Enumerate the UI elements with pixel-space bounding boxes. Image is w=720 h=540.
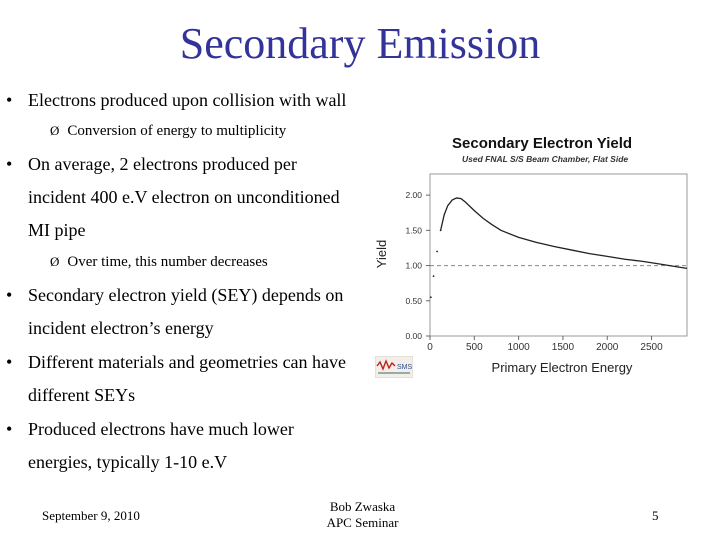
x-tick-label: 1000 xyxy=(507,342,530,353)
bullet-text: On average, 2 electrons produced per xyxy=(28,154,297,174)
bullet-dot: • xyxy=(6,154,13,174)
chart-plot-area xyxy=(429,173,688,337)
bullet-3: • Secondary electron yield (SEY) depends… xyxy=(6,279,406,345)
bullet-text: incident 400 e.V electron on uncondition… xyxy=(28,187,340,207)
bullet-text: Electrons produced upon collision with w… xyxy=(28,90,347,110)
sub-bullet-1: Ø Conversion of energy to multiplicity xyxy=(50,121,286,141)
sub-bullet-text: Conversion of energy to multiplicity xyxy=(67,123,287,139)
slide-title: Secondary Emission xyxy=(179,19,541,68)
footer-author-block: Bob Zwaska APC Seminar xyxy=(300,499,425,531)
bullet-dot: • xyxy=(6,90,13,110)
sms-logo-text: SMS xyxy=(397,364,413,371)
bullet-text: Produced electrons have much lower xyxy=(28,419,294,439)
y-tick-label: 0.50 xyxy=(405,296,422,306)
sub-bullet-2: Ø Over time, this number decreases xyxy=(50,252,268,272)
footer-page-number: 5 xyxy=(652,508,659,523)
bullet-2: • On average, 2 electrons produced per i… xyxy=(6,148,406,247)
data-point xyxy=(432,275,435,278)
y-tick-label: 1.00 xyxy=(405,261,422,271)
sms-logo: SMS xyxy=(374,355,414,379)
bullet-text: different SEYs xyxy=(28,385,136,405)
arrow-bullet-icon: Ø xyxy=(50,254,60,269)
x-tick-label: 1500 xyxy=(552,342,575,353)
bullet-text: Secondary electron yield (SEY) depends o… xyxy=(28,285,344,305)
data-point xyxy=(429,296,432,299)
y-tick-label: 0.00 xyxy=(405,331,422,341)
bullet-text: incident electron’s energy xyxy=(28,318,214,338)
bullet-1: • Electrons produced upon collision with… xyxy=(6,84,406,117)
bullet-dot: • xyxy=(6,285,13,305)
bullet-4: • Different materials and geometries can… xyxy=(6,346,406,412)
chart-x-axis-label: Primary Electron Energy xyxy=(492,360,633,375)
bullet-text: MI pipe xyxy=(28,220,86,240)
footer-date: September 9, 2010 xyxy=(42,508,140,523)
x-tick-label: 2500 xyxy=(640,342,663,353)
bullet-dot: • xyxy=(6,419,13,439)
y-tick-label: 2.00 xyxy=(405,190,422,200)
x-tick-label: 2000 xyxy=(596,342,619,353)
y-tick-label: 1.50 xyxy=(405,225,422,235)
x-tick-label: 500 xyxy=(466,342,483,353)
data-point xyxy=(436,250,438,253)
bullet-text: energies, typically 1-10 e.V xyxy=(28,452,228,472)
bullet-5: • Produced electrons have much lower ene… xyxy=(6,413,406,479)
bullet-text: Different materials and geometries can h… xyxy=(28,352,347,372)
sub-bullet-text: Over time, this number decreases xyxy=(67,254,268,270)
bullet-dot: • xyxy=(6,352,13,372)
footer-author: Bob Zwaska xyxy=(329,499,396,514)
sey-chart: Secondary Electron Yield Used FNAL S/S B… xyxy=(372,124,692,380)
footer-event: APC Seminar xyxy=(326,515,399,530)
chart-y-axis-label: Yield xyxy=(374,240,389,268)
sey-chart-svg: Secondary Electron Yield Used FNAL S/S B… xyxy=(374,135,688,375)
arrow-bullet-icon: Ø xyxy=(50,123,60,138)
x-tick-label: 0 xyxy=(427,342,433,353)
chart-title: Secondary Electron Yield xyxy=(452,135,632,152)
sey-series-line xyxy=(440,197,688,270)
chart-subtitle: Used FNAL S/S Beam Chamber, Flat Side xyxy=(462,154,628,164)
